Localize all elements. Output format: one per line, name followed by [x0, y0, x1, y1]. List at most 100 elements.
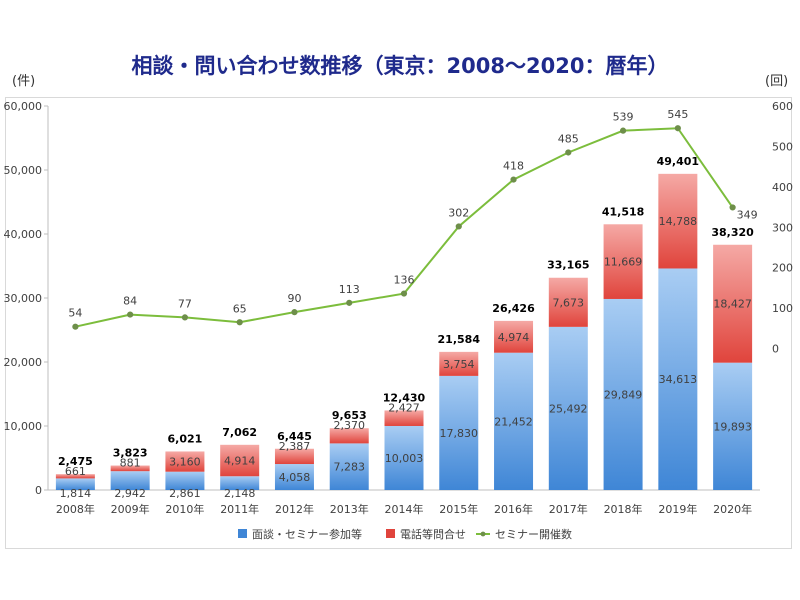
- data-label-total: 3,823: [113, 447, 148, 460]
- x-tick-label: 2015年: [439, 502, 478, 516]
- data-label-phone: 2,427: [388, 401, 420, 414]
- legend-label-meeting: 面談・セミナー参加等: [252, 527, 362, 541]
- y-tick-label-right: 100: [772, 302, 793, 315]
- seminar-point: [455, 223, 462, 230]
- data-label-meeting: 2,861: [169, 487, 201, 500]
- y-tick-label-right: 500: [772, 140, 793, 153]
- y-tick-label-right: 600: [772, 100, 793, 113]
- seminar-point: [619, 127, 627, 134]
- seminar-point: [72, 323, 79, 330]
- x-tick-label: 2010年: [165, 502, 204, 516]
- y-tick-label-left: 40,000: [4, 228, 43, 241]
- data-label-seminar: 65: [233, 302, 247, 315]
- y-tick-label-left: 0: [35, 484, 42, 497]
- left-axis-unit: (件): [12, 74, 36, 89]
- seminar-point: [181, 314, 189, 321]
- bar-2008年-meeting: [55, 478, 95, 490]
- bar-2019年-phone: [658, 173, 698, 269]
- seminar-point: [400, 290, 408, 297]
- bar-2020年-phone: [713, 244, 753, 363]
- seminar-point: [510, 176, 517, 183]
- seminar-point: [565, 149, 572, 156]
- x-tick-label: 2014年: [385, 502, 424, 516]
- data-label-meeting: 17,830: [440, 427, 479, 440]
- x-tick-label: 2017年: [549, 502, 588, 516]
- bar-2013年-meeting: [329, 443, 369, 490]
- y-tick-label-left: 10,000: [4, 420, 43, 433]
- y-tick-label-right: 200: [772, 262, 793, 275]
- bar-2014年-phone: [384, 410, 424, 426]
- data-label-total: 2,475: [58, 455, 93, 468]
- bar-2020年-meeting: [713, 362, 753, 490]
- data-label-total: 33,165: [547, 259, 589, 272]
- data-label-seminar: 302: [448, 206, 469, 219]
- legend-label-phone: 電話等問合せ: [400, 527, 466, 541]
- seminar-point: [236, 319, 243, 326]
- legend-swatch-phone: [386, 529, 395, 538]
- data-label-seminar: 136: [394, 274, 415, 287]
- data-label-meeting: 10,003: [385, 452, 424, 465]
- bar-2010年-phone: [165, 451, 205, 472]
- data-label-phone: 661: [65, 465, 86, 478]
- bar-2011年-meeting: [220, 476, 260, 490]
- data-label-total: 9,653: [332, 409, 367, 422]
- data-label-total: 26,426: [492, 302, 535, 315]
- data-label-seminar: 84: [123, 295, 137, 308]
- data-label-total: 6,021: [168, 432, 203, 445]
- data-label-phone: 3,160: [169, 456, 201, 469]
- seminar-point: [729, 204, 736, 211]
- data-label-phone: 3,754: [443, 358, 475, 371]
- data-label-phone: 11,669: [604, 256, 643, 269]
- seminar-point: [127, 311, 134, 318]
- y-tick-label-left: 20,000: [4, 356, 43, 369]
- legend-swatch-meeting: [238, 529, 247, 538]
- data-label-phone: 18,427: [713, 298, 752, 311]
- data-label-phone: 881: [120, 457, 141, 470]
- bar-2018年-phone: [603, 224, 643, 299]
- y-tick-label-left: 50,000: [4, 164, 43, 177]
- data-label-phone: 2,387: [279, 440, 311, 453]
- y-tick-label-right: 300: [772, 221, 793, 234]
- bar-2008年-phone: [55, 474, 95, 479]
- data-label-total: 38,320: [711, 226, 754, 239]
- data-label-meeting: 1,814: [60, 487, 92, 500]
- legend-label-seminar: セミナー開催数: [495, 527, 572, 541]
- data-label-seminar: 349: [737, 208, 758, 221]
- data-label-meeting: 25,492: [549, 402, 588, 415]
- bar-2016年-phone: [494, 320, 534, 353]
- bar-2016年-meeting: [494, 352, 534, 490]
- x-tick-label: 2008年: [56, 502, 95, 516]
- y-tick-label-right: 0: [772, 343, 779, 356]
- bar-2013年-phone: [329, 428, 369, 444]
- x-tick-label: 2009年: [111, 502, 150, 516]
- data-label-meeting: 4,058: [279, 471, 311, 484]
- data-label-phone: 4,914: [224, 455, 256, 468]
- data-label-meeting: 7,283: [333, 461, 365, 474]
- bar-2014年-meeting: [384, 425, 424, 490]
- data-label-seminar: 90: [287, 292, 301, 305]
- data-label-seminar: 418: [503, 160, 524, 173]
- data-label-total: 41,518: [602, 205, 644, 218]
- data-label-phone: 7,673: [553, 296, 585, 309]
- x-tick-label: 2013年: [330, 502, 369, 516]
- seminar-point: [346, 299, 353, 306]
- data-label-seminar: 545: [667, 108, 688, 121]
- legend-marker-seminar: [480, 531, 486, 537]
- bar-2015年-meeting: [439, 375, 479, 490]
- bar-2012年-meeting: [274, 464, 314, 490]
- data-label-meeting: 21,452: [494, 415, 533, 428]
- chart-frame: [5, 97, 792, 549]
- data-label-seminar: 54: [68, 307, 82, 320]
- seminar-point: [291, 309, 298, 316]
- seminar-point: [674, 125, 681, 132]
- bar-2012年-phone: [274, 448, 314, 465]
- data-label-total: 21,584: [438, 333, 481, 346]
- data-label-seminar: 539: [613, 111, 634, 124]
- data-label-meeting: 34,613: [659, 373, 698, 386]
- x-tick-label: 2019年: [658, 502, 697, 516]
- x-tick-label: 2020年: [713, 502, 752, 516]
- bar-2018年-meeting: [603, 298, 643, 490]
- data-label-meeting: 29,849: [604, 388, 643, 401]
- data-label-total: 6,445: [277, 430, 312, 443]
